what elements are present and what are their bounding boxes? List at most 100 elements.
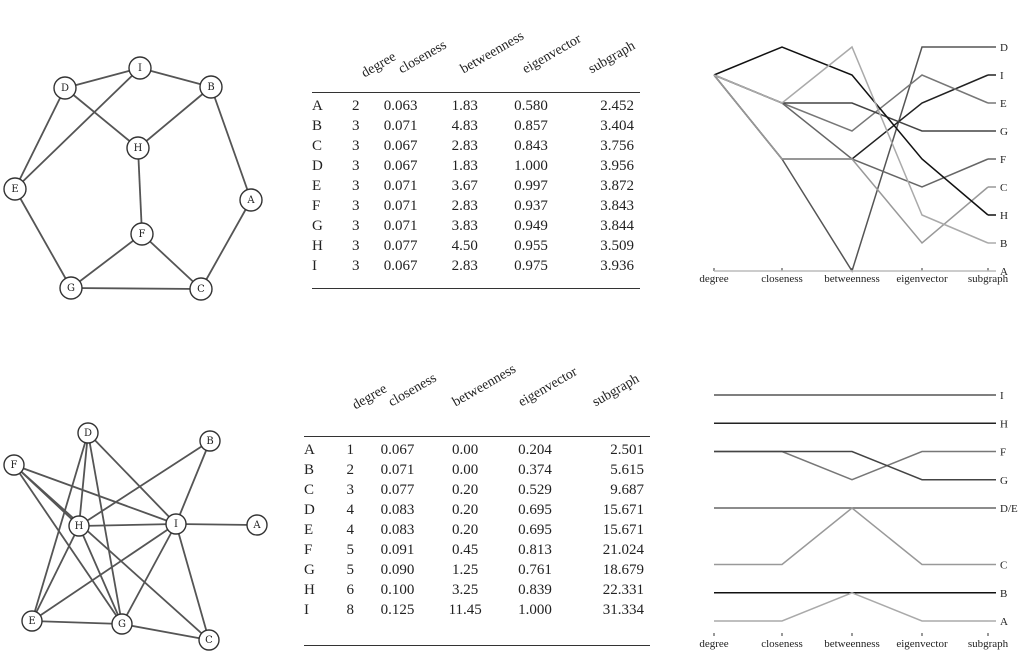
node-circle [246, 514, 268, 536]
rank-label-F: F [1000, 154, 1006, 166]
node-circle [126, 136, 150, 160]
row-node-label: G [304, 562, 315, 578]
graph-node: A [239, 188, 263, 212]
node-label: H [134, 143, 143, 154]
axis-label-betweenness: betweenness [824, 638, 880, 650]
node-label: E [11, 184, 18, 195]
row-node-label: F [312, 198, 321, 214]
cell-betweenness: 11.45 [448, 602, 482, 618]
graph-edge [64, 67, 141, 89]
node-label: E [28, 616, 35, 627]
table-row: D 4 0.083 0.20 0.695 15.671 [304, 500, 650, 520]
cell-subgraph: 9.687 [610, 482, 644, 498]
top-centrality-table: A 2 0.063 1.83 0.580 2.452 B 3 0.071 4.83 0.857 3.4… [312, 94, 640, 276]
row-node-label: E [304, 522, 314, 538]
top-colhead-closeness: closeness [396, 37, 450, 78]
cell-closeness: 0.077 [380, 482, 415, 498]
cell-degree: 8 [346, 602, 354, 618]
cell-degree: 2 [352, 98, 360, 114]
cell-degree: 3 [352, 138, 360, 154]
graph-edge [13, 464, 123, 625]
cell-subgraph: 21.024 [602, 542, 644, 558]
rank-label-D: D [1000, 42, 1008, 54]
cell-eigenvector: 0.955 [514, 238, 548, 254]
table-row: G 3 0.071 3.83 0.949 3.844 [312, 216, 640, 236]
cell-subgraph: 31.334 [602, 602, 644, 618]
table-row: C 3 0.077 0.20 0.529 9.687 [304, 480, 650, 500]
table-row: D 3 0.067 1.83 1.000 3.956 [312, 156, 640, 176]
top-colhead-degree: degree [359, 49, 399, 82]
cell-closeness: 0.071 [383, 198, 418, 214]
cell-closeness: 0.067 [383, 158, 418, 174]
cell-subgraph: 3.404 [600, 118, 634, 134]
row-node-label: A [312, 98, 323, 114]
cell-degree: 4 [346, 502, 354, 518]
cell-subgraph: 2.501 [610, 442, 644, 458]
graph-node: B [199, 430, 221, 452]
cell-degree: 3 [352, 238, 360, 254]
row-node-label: G [312, 218, 323, 234]
graph-node: G [111, 613, 133, 635]
axis-label-subgraph: subgraph [968, 273, 1009, 285]
node-circle [3, 177, 27, 201]
cell-closeness: 0.067 [380, 442, 415, 458]
cell-subgraph: 18.679 [602, 562, 644, 578]
cell-betweenness: 1.25 [452, 562, 479, 578]
graph-node: C [198, 629, 220, 651]
bottom-table-top-rule [304, 436, 650, 437]
row-node-label: B [312, 118, 323, 134]
cell-betweenness: 4.50 [451, 238, 478, 254]
table-row: C 3 0.067 2.83 0.843 3.756 [312, 136, 640, 156]
node-circle [3, 454, 25, 476]
cell-subgraph: 3.872 [600, 178, 634, 194]
rank-label-D/E: D/E [1000, 503, 1018, 515]
table-row: B 3 0.071 4.83 0.857 3.404 [312, 116, 640, 136]
node-circle [165, 513, 187, 535]
bottom-colhead-degree: degree [350, 381, 390, 414]
graph-edge [175, 440, 211, 525]
cell-eigenvector: 1.000 [518, 602, 552, 618]
node-circle [239, 188, 263, 212]
cell-subgraph: 2.452 [600, 98, 634, 114]
row-node-label: A [304, 442, 315, 458]
graph-edge [121, 523, 177, 625]
bottom-colhead-closeness: closeness [386, 370, 440, 411]
graph-edge [14, 67, 141, 190]
cell-eigenvector: 0.949 [514, 218, 548, 234]
table-row: I 3 0.067 2.83 0.975 3.936 [312, 256, 640, 276]
cell-subgraph: 3.756 [600, 138, 634, 154]
graph-node: B [199, 75, 223, 99]
cell-eigenvector: 0.813 [518, 542, 552, 558]
rank-label-F: F [1000, 447, 1006, 459]
graph-edge [139, 67, 212, 88]
rank-label-C: C [1000, 560, 1007, 572]
axis-label-closeness: closeness [761, 638, 803, 650]
cell-degree: 6 [346, 582, 354, 598]
table-row: B 2 0.071 0.00 0.374 5.615 [304, 460, 650, 480]
top-table-bottom-rule [312, 288, 640, 289]
cell-degree: 3 [352, 178, 360, 194]
graph-edge [87, 432, 123, 625]
axis-label-eigenvector: eigenvector [896, 273, 948, 285]
cell-degree: 3 [352, 118, 360, 134]
rank-label-I: I [1000, 390, 1004, 402]
graph-edge [70, 233, 143, 289]
cell-eigenvector: 1.000 [514, 158, 548, 174]
graph-edge [175, 523, 210, 641]
axis-label-subgraph: subgraph [968, 638, 1009, 650]
graph-node: F [130, 222, 154, 246]
graph-node: D [77, 422, 99, 444]
row-node-label: D [312, 158, 323, 174]
cell-degree: 5 [346, 562, 354, 578]
cell-betweenness: 3.83 [451, 218, 478, 234]
node-circle [21, 610, 43, 632]
graph-node: H [126, 136, 150, 160]
rank-label-H: H [1000, 418, 1008, 430]
cell-eigenvector: 0.374 [518, 462, 552, 478]
rank-label-G: G [1000, 475, 1008, 487]
axis-label-betweenness: betweenness [824, 273, 880, 285]
table-row: I 8 0.125 11.45 1.000 31.334 [304, 600, 650, 620]
cell-degree: 3 [352, 158, 360, 174]
graph-edge [121, 623, 210, 641]
rank-label-I: I [1000, 70, 1004, 82]
